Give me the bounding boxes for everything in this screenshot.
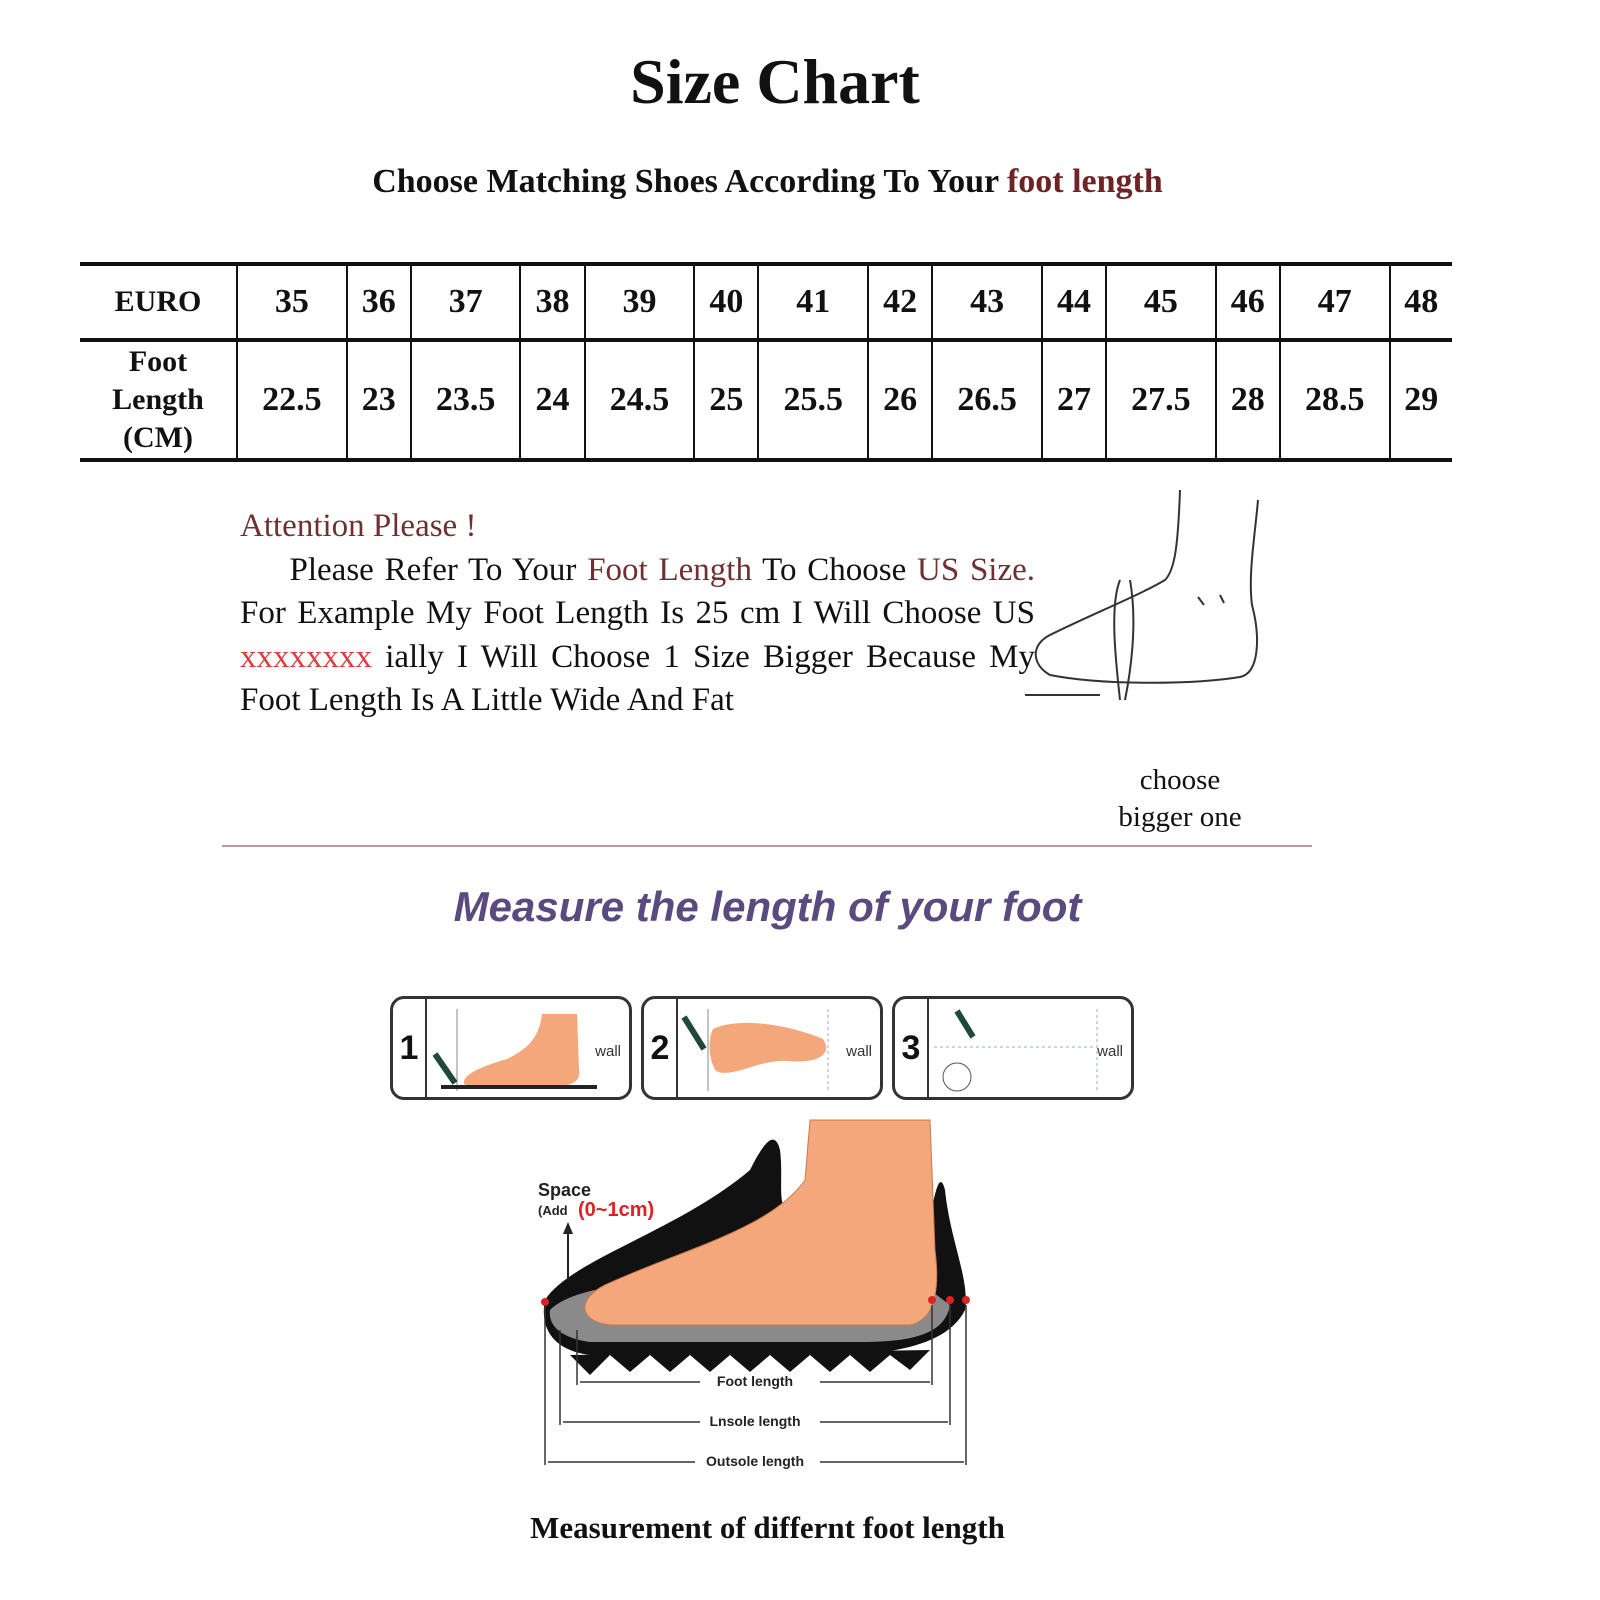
foot-length-header: Foot Length (CM) (80, 340, 238, 462)
step-number: 2 (644, 999, 678, 1097)
add-range-label: (0~1cm) (578, 1199, 654, 1221)
euro-size-cell: 35 (236, 262, 348, 342)
add-label: (Add (538, 1203, 568, 1218)
euro-size-cell: 47 (1278, 262, 1391, 342)
euro-header: EURO (80, 262, 238, 342)
euro-size-cell: 39 (583, 262, 696, 342)
euro-size-cell: 42 (867, 262, 934, 342)
measure-heading: Measure the length of your foot (453, 883, 1082, 930)
foot-length-cell: 23.5 (409, 340, 522, 462)
page-title: Size Chart (630, 46, 920, 117)
space-label: Space (538, 1180, 591, 1200)
subtitle: Choose Matching Shoes According To Your … (0, 163, 1535, 201)
foot-length-cell: 26 (867, 340, 934, 462)
euro-size-cell: 46 (1214, 262, 1281, 342)
foot-length-cell: 29 (1388, 340, 1452, 462)
wall-label: wall (595, 1043, 621, 1060)
foot-length-cell: 24 (519, 340, 586, 462)
euro-size-cell: 45 (1105, 262, 1217, 342)
divider (222, 845, 1312, 847)
foot-length-cell: 28 (1214, 340, 1281, 462)
attention-heading: Attention Please ! (240, 508, 477, 544)
choose-bigger-note: choose bigger one (1118, 764, 1242, 833)
euro-size-cell: 41 (757, 262, 870, 342)
subtitle-text: Choose Matching Shoes According To Your (372, 163, 1007, 200)
foot-length-label: Foot length (717, 1373, 793, 1389)
euro-row: EURO 35 36 37 38 39 40 41 42 43 44 45 46 47 48 (80, 262, 1452, 342)
insole-length-label: Lnsole length (710, 1413, 801, 1429)
step-number: 3 (895, 999, 929, 1097)
caption: Measurement of differnt foot length (530, 1510, 1005, 1545)
attention-body: Please Refer To Your Foot Length To Choo… (240, 551, 1036, 719)
foot-length-cell: 26.5 (931, 340, 1043, 462)
size-table: EURO 35 36 37 38 39 40 41 42 43 44 45 46 47 48 Foot Le… (80, 262, 1452, 462)
foot-length-cell: 22.5 (236, 340, 348, 462)
euro-size-cell: 38 (519, 262, 586, 342)
euro-size-cell: 43 (931, 262, 1043, 342)
step-1: 1 wall (390, 996, 632, 1100)
measure-line-icon (934, 1009, 1098, 1092)
foot-length-cell: 25 (693, 340, 760, 462)
euro-size-cell: 37 (409, 262, 522, 342)
foot-side-icon (432, 1009, 597, 1091)
euro-size-cell: 40 (693, 262, 760, 342)
foot-length-cell: 27.5 (1105, 340, 1217, 462)
wall-label: wall (846, 1043, 872, 1060)
step-2: 2 wall (641, 996, 883, 1100)
euro-size-cell: 48 (1388, 262, 1452, 342)
foot-length-cell: 23 (345, 340, 412, 462)
step-3: 3 wall (892, 996, 1134, 1100)
foot-length-row: Foot Length (CM) 22.5 23 23.5 24 24.5 25 25.5 26 2… (80, 340, 1452, 462)
foot-top-icon (681, 1009, 829, 1091)
euro-size-cell: 44 (1040, 262, 1108, 342)
attention-note: Attention Please ! Please Refer To Your … (240, 505, 1035, 723)
foot-length-cell: 27 (1040, 340, 1108, 462)
wall-label: wall (1097, 1043, 1123, 1060)
foot-length-cell: 28.5 (1278, 340, 1391, 462)
foot-sketch-icon (1025, 489, 1259, 701)
shoe-foot-diagram: Space (Add (0~1cm) Foot length Lnsole le… (538, 1119, 970, 1469)
euro-size-cell: 36 (345, 262, 412, 342)
outsole-length-label: Outsole length (706, 1453, 804, 1469)
foot-length-cell: 24.5 (583, 340, 696, 462)
subtitle-highlight: foot length (1006, 163, 1163, 200)
step-number: 1 (393, 999, 427, 1097)
foot-length-cell: 25.5 (757, 340, 870, 462)
